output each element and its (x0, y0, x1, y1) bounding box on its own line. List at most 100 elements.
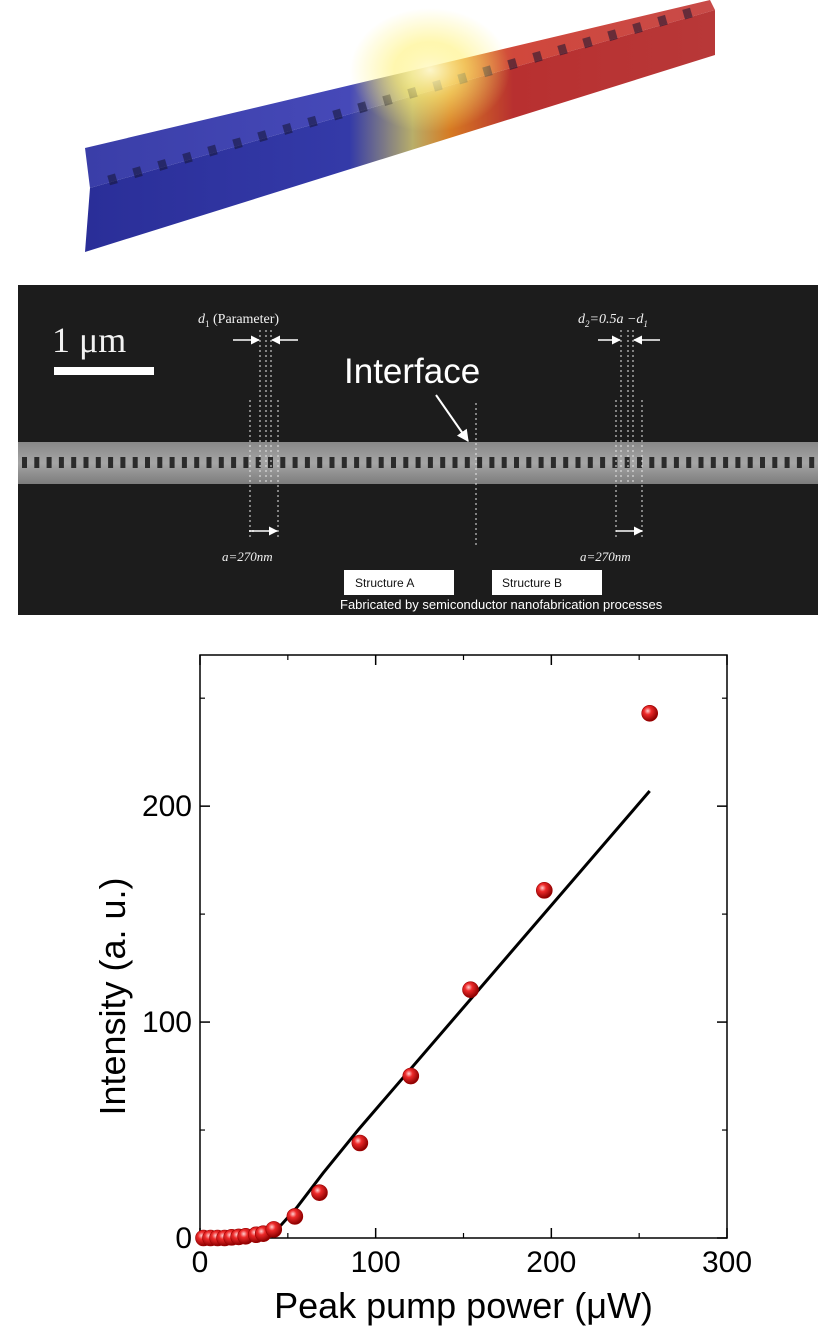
waveguide-hole (661, 457, 667, 468)
a-left-label: a=270nm (222, 549, 273, 564)
nanobeam-hole (307, 115, 318, 128)
waveguide-hole (71, 457, 77, 468)
waveguide-hole (341, 457, 347, 468)
waveguide-hole (747, 457, 753, 468)
waveguide-hole (95, 457, 101, 468)
waveguide-hole (809, 457, 815, 468)
waveguide-hole (698, 457, 704, 468)
waveguide-hole (489, 457, 495, 468)
structure-a-label: Structure A (355, 576, 414, 590)
waveguide-hole (218, 457, 224, 468)
data-point (641, 705, 659, 722)
data-point (351, 1134, 369, 1152)
nanobeam-hole (657, 14, 668, 27)
waveguide-hole (415, 457, 421, 468)
structure-a-box (344, 570, 454, 595)
nanobeam-hole (682, 7, 693, 20)
waveguide-hole (22, 457, 27, 468)
waveguide-hole (649, 457, 655, 468)
nanobeam-3d-render (85, 0, 715, 252)
d1-annotation: d1 (Parameter) (198, 312, 279, 329)
waveguide-hole (231, 457, 237, 468)
waveguide-hole (391, 457, 396, 468)
intensity-chart: 0 100 200 300 0 100 200 Peak pump power (μW) Int… (92, 654, 752, 1326)
waveguide-hole (403, 457, 409, 468)
waveguide-hole (268, 457, 273, 468)
nanobeam-hole (332, 108, 343, 121)
nanobeam-hole (532, 50, 543, 63)
nanobeam-hole (207, 144, 218, 157)
waveguide-hole (145, 457, 150, 468)
data-point (286, 1208, 304, 1225)
waveguide-hole (772, 457, 778, 468)
waveguide-hole (304, 457, 310, 468)
nanobeam-hole (157, 159, 168, 171)
waveguide-hole (575, 457, 581, 468)
structure-b-label: Structure B (502, 576, 562, 590)
d1-guide-lines (249, 330, 279, 540)
nanobeam-hole (282, 123, 293, 135)
x-tick-label: 200 (526, 1246, 576, 1279)
waveguide-hole (427, 457, 433, 468)
nanobeam-hole (632, 22, 643, 34)
waveguide-hole (83, 457, 89, 468)
waveguide-hole (169, 457, 175, 468)
a-right-label: a=270nm (580, 549, 631, 564)
waveguide-hole (784, 457, 790, 468)
waveguide-hole (673, 457, 679, 468)
x-axis-label: Peak pump power (μW) (274, 1285, 653, 1326)
waveguide-hole (637, 457, 642, 468)
waveguide-hole (280, 457, 286, 468)
waveguide-hole (612, 457, 618, 468)
waveguide-hole (194, 457, 200, 468)
waveguide-hole (46, 457, 52, 468)
waveguide-hole (710, 457, 716, 468)
waveguide-hole (624, 457, 630, 468)
waveguide-hole (34, 457, 40, 468)
nanobeam-hole (257, 130, 268, 143)
y-axis-label: Intensity (a. u.) (92, 877, 133, 1115)
y-tick-label: 0 (175, 1222, 192, 1255)
waveguide-hole (760, 457, 765, 468)
waveguide-hole (120, 457, 126, 468)
waveguide-hole (538, 457, 544, 468)
nanobeam-hole (107, 173, 118, 186)
fabrication-credit: Fabricated by semiconductor nanofabricat… (340, 597, 663, 612)
waveguide-hole (501, 457, 507, 468)
waveguide-hole (157, 457, 163, 468)
cavity-glow (350, 8, 510, 132)
waveguide-hole (255, 457, 261, 468)
nanobeam-hole (232, 137, 243, 150)
waveguide-hole (735, 457, 741, 468)
waveguide-hole (550, 457, 556, 468)
waveguide-hole (366, 457, 372, 468)
y-tick-label: 200 (142, 790, 192, 823)
x-tick-label: 100 (351, 1246, 401, 1279)
waveguide-hole (600, 457, 606, 468)
data-point (462, 981, 479, 998)
nanobeam-hole (132, 166, 143, 179)
waveguide-hole (378, 457, 384, 468)
fit-line (200, 790, 651, 1240)
waveguide-hole (108, 457, 114, 468)
waveguide-hole (796, 457, 802, 468)
x-tick-label: 0 (192, 1246, 209, 1279)
waveguide-hole (181, 457, 187, 468)
waveguide-hole (464, 457, 470, 468)
nanobeam-hole (607, 29, 618, 42)
waveguide-hole (206, 457, 212, 468)
structure-b-box (492, 570, 602, 595)
waveguide-hole (440, 457, 446, 468)
waveguide-hole (58, 457, 64, 468)
data-point (402, 1067, 420, 1085)
waveguide-hole (686, 457, 692, 468)
waveguide-hole (587, 457, 593, 468)
waveguide-hole (452, 457, 458, 468)
plot-frame (199, 654, 728, 1239)
waveguide-hole (526, 457, 532, 468)
waveguide-hole (354, 457, 360, 468)
scale-bar-label: 1 μm (52, 320, 126, 360)
waveguide-hole (132, 457, 138, 468)
scale-bar (54, 367, 154, 375)
d2-guide-lines (615, 330, 643, 540)
